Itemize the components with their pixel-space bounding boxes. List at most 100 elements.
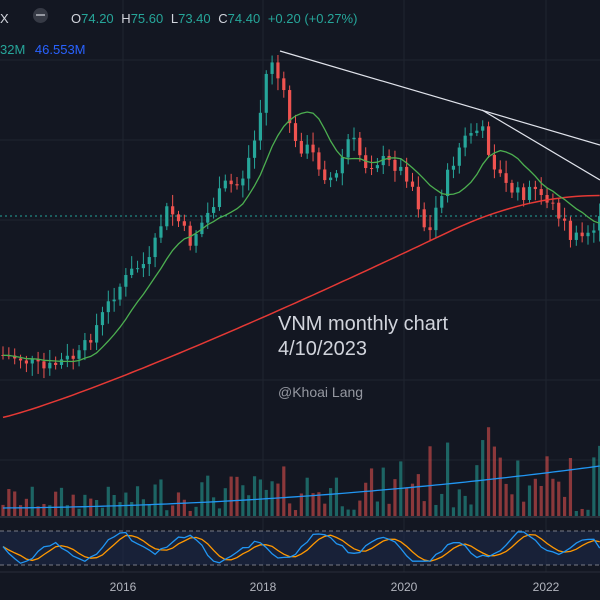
candle [241, 170, 245, 198]
eye-off-icon[interactable] [33, 8, 48, 23]
volume-bar [176, 492, 181, 517]
volume-bar [346, 509, 350, 517]
candle [311, 132, 315, 162]
x-axis-label-2018: 2018 [249, 580, 277, 594]
candle [36, 351, 40, 374]
candle [399, 158, 403, 176]
candle [358, 131, 362, 162]
volume-bar [375, 501, 379, 517]
volume-bar [100, 507, 105, 517]
candle [77, 344, 81, 367]
volume-bar [77, 508, 81, 517]
watermark: @Khoai Lang [278, 384, 364, 400]
candle [188, 221, 192, 251]
candle [217, 176, 222, 211]
volume-bar [563, 496, 567, 517]
volume-bar [252, 476, 257, 517]
low-value: 73.40 [178, 11, 211, 26]
trendline-upper [279, 50, 600, 146]
candle [481, 120, 485, 139]
volume-bar [557, 481, 561, 517]
volume-bar [580, 508, 584, 517]
candle [65, 343, 69, 368]
candle [317, 147, 321, 176]
candle [375, 157, 379, 173]
volume-bar [510, 494, 514, 517]
candle [329, 172, 333, 188]
volume-bar [89, 498, 93, 517]
candle [83, 332, 87, 361]
volume-bar [235, 476, 239, 517]
candle [282, 71, 286, 98]
chart-annotation: VNM monthly chart 4/10/2023 [278, 312, 448, 362]
candle [352, 127, 356, 151]
volume-bar [71, 494, 75, 517]
volume-bar [451, 507, 456, 517]
volume-bar [54, 491, 58, 517]
candle [130, 256, 134, 279]
annotation-title: VNM monthly chart [278, 313, 449, 335]
candle [106, 290, 110, 324]
x-axis-label-2020: 2020 [390, 580, 418, 594]
candle [100, 306, 105, 336]
oscillator-line [2, 531, 600, 564]
volume-bar [486, 427, 491, 517]
candle [147, 246, 151, 276]
candle [194, 230, 198, 253]
candle [410, 172, 415, 192]
volume-bar [358, 500, 362, 517]
volume-value: 32M [0, 42, 26, 57]
volume-bar [381, 467, 385, 517]
candle [393, 150, 397, 182]
volume-bar [241, 485, 245, 517]
low-label: L [170, 11, 179, 26]
candle [428, 215, 432, 241]
candle [369, 155, 374, 176]
volume-bar [118, 502, 122, 517]
volume-bar [416, 474, 420, 517]
volume-bar [387, 503, 391, 517]
candle [258, 99, 262, 150]
volume-bar [153, 484, 157, 517]
candle [153, 233, 157, 268]
volume-bar [352, 509, 356, 517]
volume-bar [393, 479, 397, 517]
volume-bar [311, 493, 315, 517]
candle [586, 225, 590, 245]
volume-bar [522, 501, 526, 517]
open-value: 74.20 [81, 11, 114, 26]
candle [229, 173, 233, 193]
candle [451, 156, 456, 179]
volume-bar [340, 506, 344, 517]
candle [580, 222, 584, 243]
candle [516, 181, 520, 201]
volume-bar [159, 479, 163, 517]
symbol-name: X [0, 11, 9, 26]
candle [288, 85, 292, 133]
volume-bar [293, 510, 298, 517]
x-axis-label-2022: 2022 [532, 580, 560, 594]
volume-bar [264, 489, 268, 517]
open-label: O [71, 11, 82, 26]
candle [112, 287, 116, 312]
candle [247, 145, 251, 191]
candle [422, 202, 426, 232]
candle [293, 114, 298, 148]
candle [182, 214, 186, 232]
volume-bar [446, 442, 450, 517]
close-label: C [218, 11, 228, 26]
volume-bar [229, 476, 233, 517]
candle [89, 333, 93, 350]
candle [305, 135, 309, 159]
volume-bar [399, 461, 403, 517]
candle [141, 252, 145, 278]
candle [95, 313, 99, 351]
volume-bar [106, 486, 110, 517]
volume-bar [498, 457, 502, 517]
candle [42, 352, 46, 379]
candle [574, 225, 578, 246]
candle [135, 260, 140, 273]
volume-bar [212, 497, 216, 517]
volume-bar [364, 482, 368, 517]
